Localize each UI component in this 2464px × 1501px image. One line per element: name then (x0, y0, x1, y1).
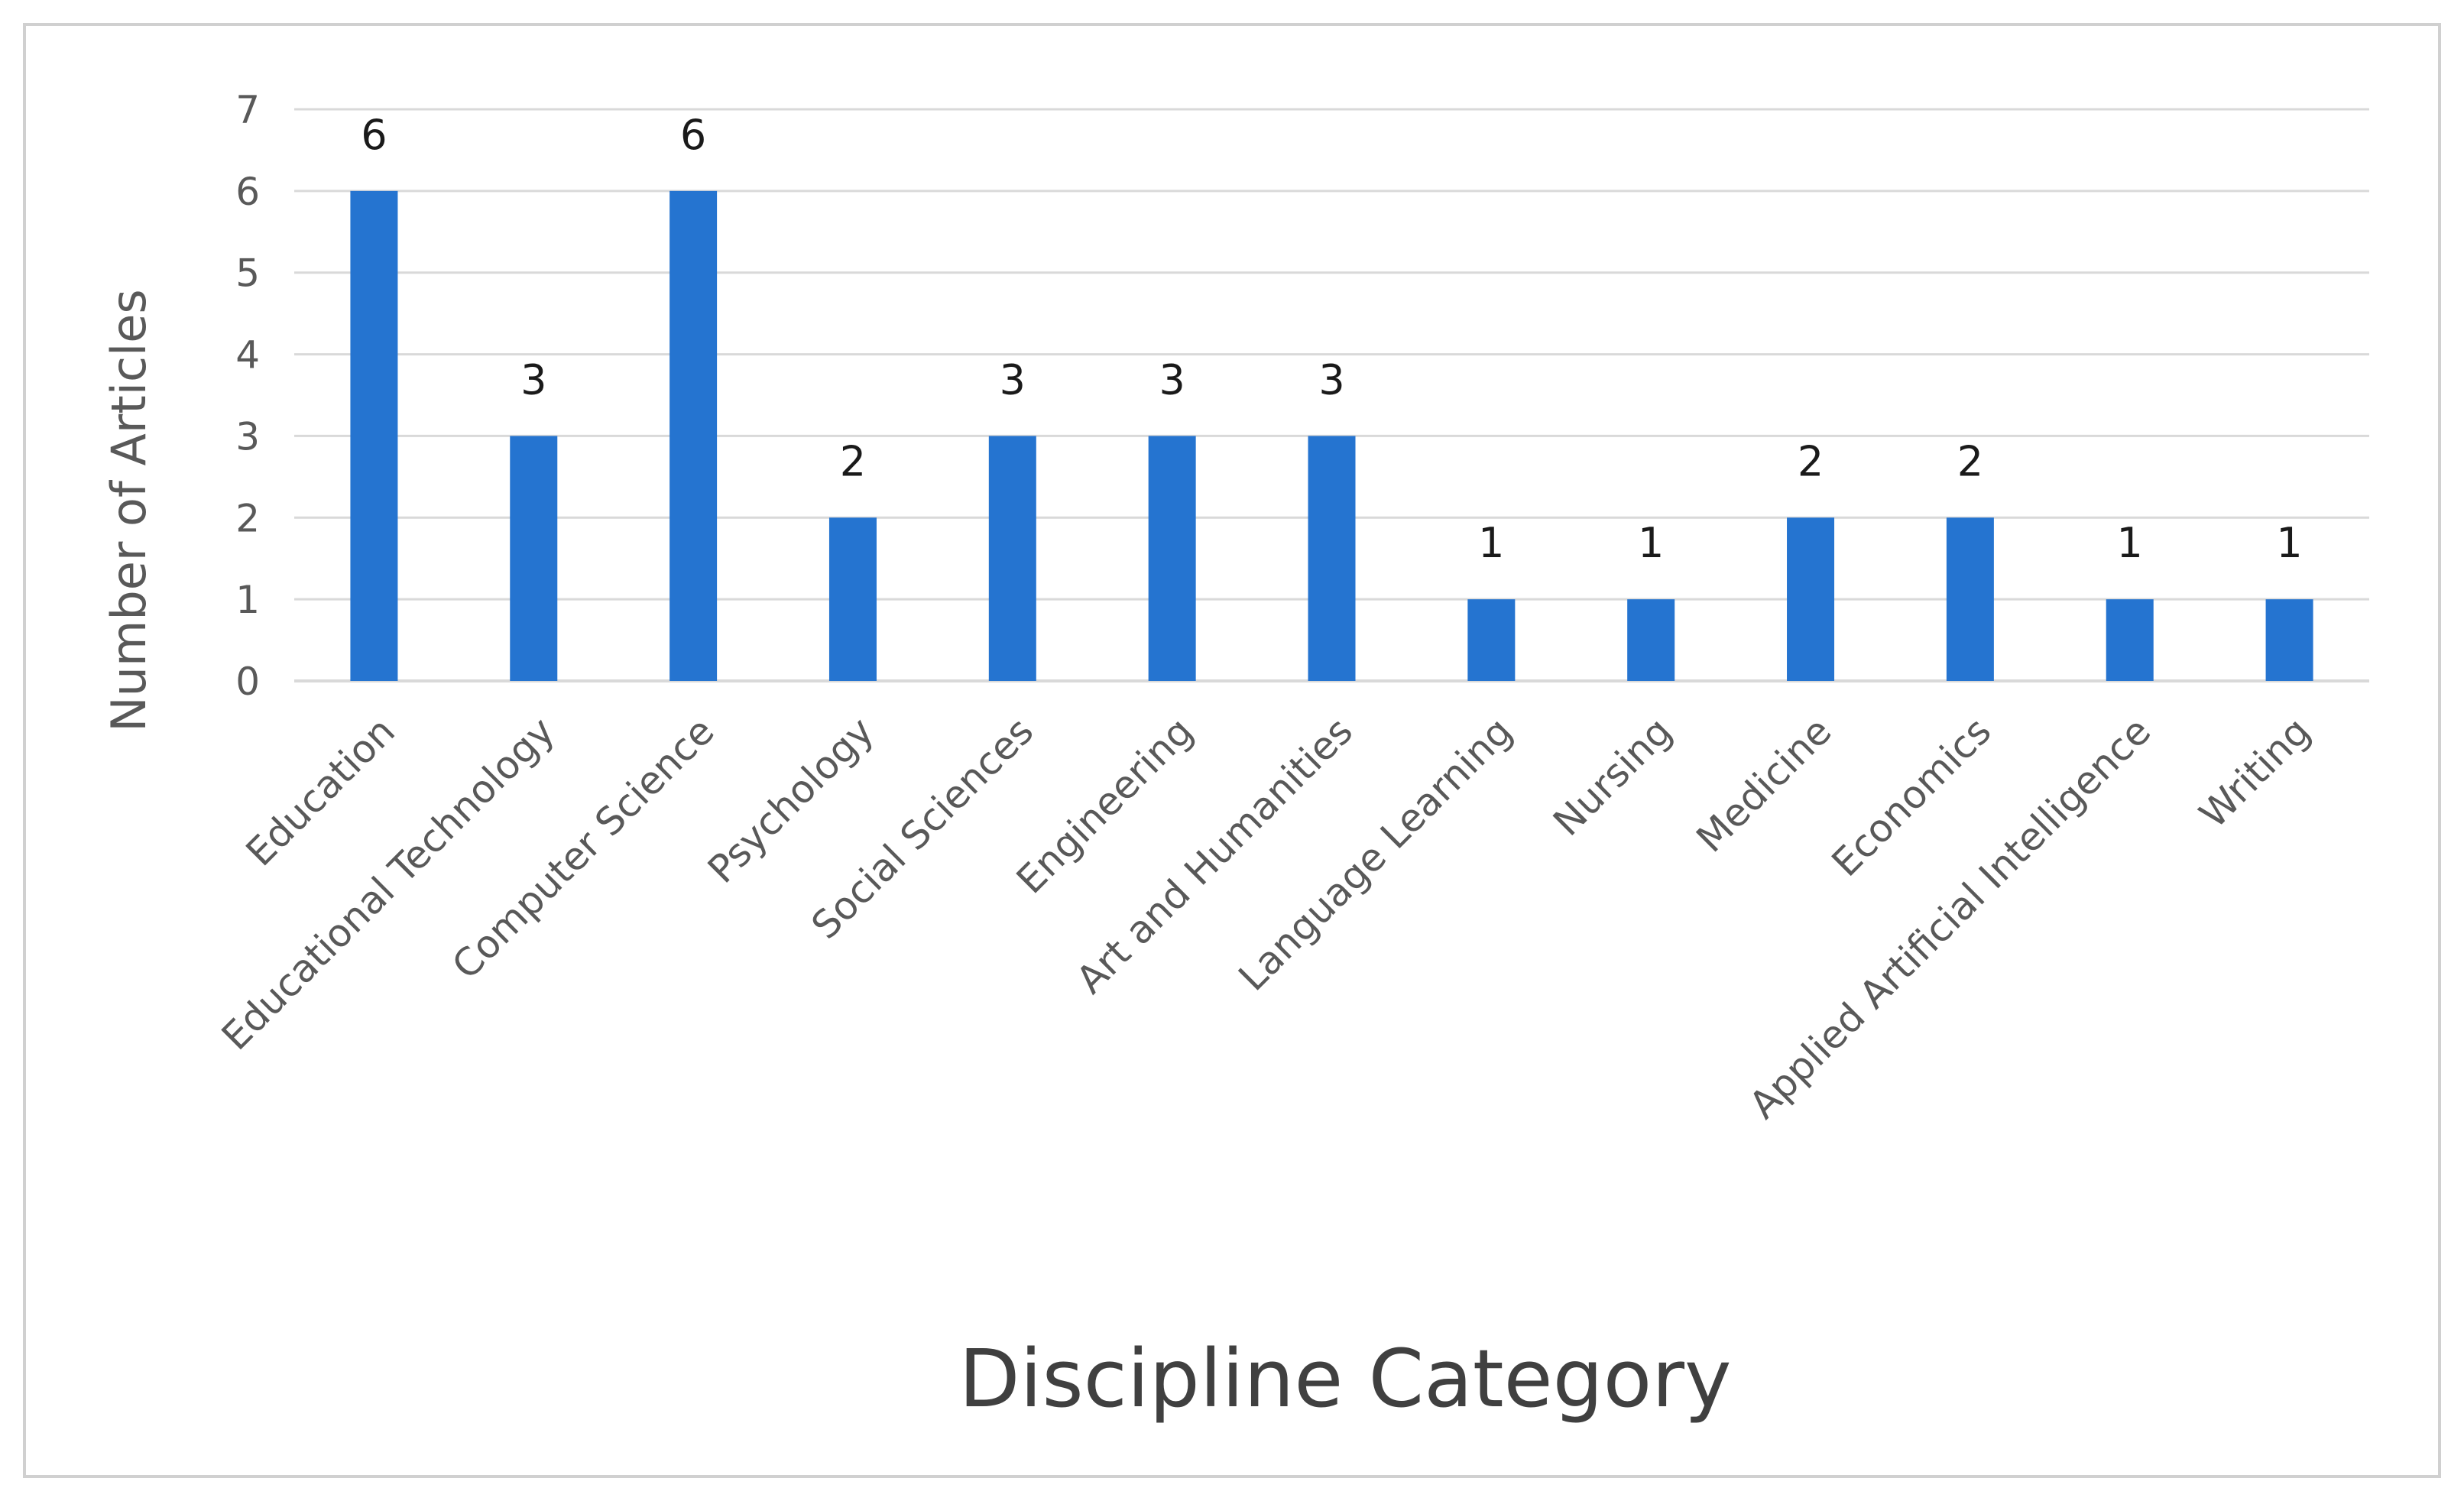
y-tick-label: 2 (235, 496, 260, 540)
gridlines (294, 108, 2369, 682)
bar (1467, 599, 1516, 681)
data-label: 3 (1000, 355, 1026, 404)
bar (1148, 436, 1196, 681)
bar (1787, 517, 1835, 681)
y-axis-ticks: 0 1 2 3 4 5 6 7 (235, 88, 260, 704)
data-label: 6 (361, 111, 387, 159)
data-labels: 6 3 6 2 3 3 3 1 1 2 2 1 1 (361, 111, 2303, 567)
bar (350, 190, 398, 681)
y-tick-label: 6 (235, 170, 260, 214)
y-tick-label: 7 (235, 88, 260, 132)
y-tick-label: 1 (235, 578, 260, 622)
data-label: 3 (1159, 355, 1185, 404)
data-label: 3 (1318, 355, 1344, 404)
chart-border (23, 23, 2441, 1478)
data-label: 1 (2276, 519, 2302, 567)
data-label: 2 (840, 437, 866, 485)
data-label: 6 (680, 111, 706, 159)
bar (2265, 599, 2313, 681)
data-label: 2 (1957, 437, 1983, 485)
data-label: 3 (520, 355, 546, 404)
x-axis-title: Discipline Category (958, 1332, 1731, 1425)
bar (828, 517, 877, 681)
bar (1946, 517, 1994, 681)
data-label: 1 (1478, 519, 1504, 567)
bar (1627, 599, 1675, 681)
y-axis-title: Number of Articles (101, 289, 157, 731)
bars (350, 190, 2313, 681)
y-tick-label: 3 (235, 414, 260, 459)
data-label: 2 (1798, 437, 1824, 485)
bar (510, 436, 558, 681)
bar (2106, 599, 2154, 681)
y-tick-label: 5 (235, 251, 260, 296)
bar (669, 190, 718, 681)
data-label: 1 (1638, 519, 1664, 567)
y-tick-label: 0 (235, 660, 260, 704)
bar (988, 436, 1036, 681)
data-label: 1 (2117, 519, 2143, 567)
bar (1308, 436, 1356, 681)
y-tick-label: 4 (235, 333, 260, 378)
